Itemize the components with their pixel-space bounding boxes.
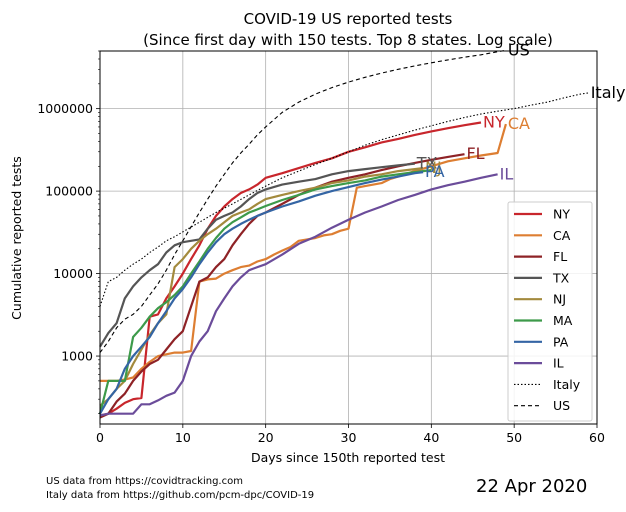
end-label-nj: NJ [425,158,442,177]
legend-label-fl: FL [553,249,567,264]
legend: NY CA FL TX NJ MA PA IL Italy US [507,201,593,422]
series-line-pa [99,171,424,415]
x-tick-label: 30 [341,430,357,445]
footer-source-italy: Italy data from https://github.com/pcm-d… [46,490,315,501]
series-lines [98,49,589,419]
end-label-fl: FL [466,144,484,163]
chart-subtitle: (Since first day with 150 tests. Top 8 s… [143,31,553,49]
series-line-tx [99,162,415,348]
end-label-ca: CA [508,114,530,133]
end-label-ny: NY [483,112,505,131]
y-tick-label: 1000000 [37,101,93,116]
series-line-ma [98,169,432,414]
series-line-il [99,173,498,417]
series-line-italy [99,92,589,307]
series-line-fl [99,153,465,419]
legend-label-tx: TX [552,270,570,285]
end-label-il: IL [500,164,514,183]
x-tick-label: 20 [258,430,274,445]
y-axis-label: Cumulative reported tests [9,156,24,320]
x-tick-label: 10 [175,430,191,445]
x-axis-label: Days since 150th reported test [251,450,445,465]
x-tick-label: 60 [589,430,605,445]
y-tick-label: 10000 [53,266,93,281]
chart-title: COVID-19 US reported tests [244,10,453,28]
legend-label-ca: CA [553,228,571,243]
end-label-tx: TX [416,154,438,173]
legend-label-italy: Italy [553,377,581,392]
y-tick-label: 1000 [61,349,93,364]
series-line-ny [99,121,482,417]
footer-source-us: US data from https://covidtracking.com [46,476,243,487]
x-tick-label: 50 [506,430,522,445]
end-label-pa: PA [425,162,445,181]
series-line-nj [99,167,424,407]
end-label-us: US [508,40,530,59]
x-tick-label: 0 [96,430,104,445]
legend-label-ny: NY [553,207,570,222]
legend-label-il: IL [553,356,564,371]
end-label-italy: Italy [591,83,626,102]
legend-label-us: US [553,398,570,413]
y-tick-label: 100000 [45,184,93,199]
series-line-ca [100,123,507,382]
legend-label-pa: PA [553,334,569,349]
footer-date: 22 Apr 2020 [476,476,588,497]
x-tick-label: 40 [423,430,439,445]
axis-ticks: 0 10 20 30 40 50 60 1000 10000 100000 1000000 [37,50,605,445]
series-line-us [99,49,506,353]
legend-label-ma: MA [553,313,573,328]
legend-label-nj: NJ [553,292,566,307]
